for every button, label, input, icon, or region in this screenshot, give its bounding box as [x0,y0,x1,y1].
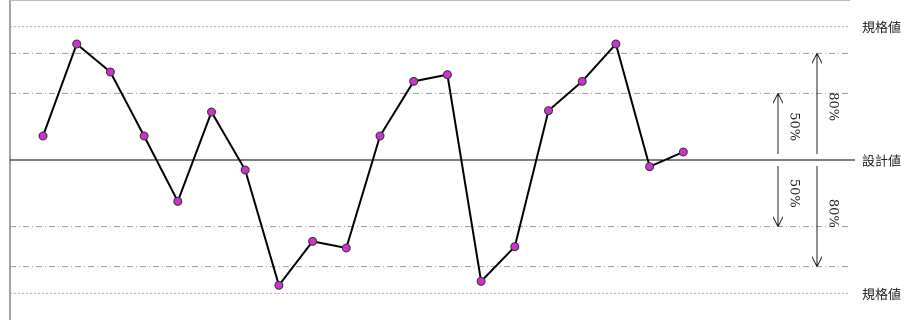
point [274,280,284,290]
range-label: 80% [826,92,841,121]
range-label: 50% [787,179,802,208]
point [476,276,486,286]
point [442,70,452,80]
point [375,131,385,141]
point [577,76,587,86]
point [544,106,553,116]
point [341,243,351,253]
point [72,39,82,49]
point [38,131,48,141]
reference-label: 規格値 [862,20,901,36]
point [611,39,621,49]
point [510,242,520,252]
point [678,147,688,157]
reference-label: 設計値 [862,154,901,170]
point [105,67,115,77]
range-label: 50% [787,112,802,141]
reference-label: 規格値 [862,287,901,303]
point [409,76,419,86]
range-label: 80% [826,199,841,228]
series-line [42,41,684,288]
point [173,196,183,206]
point [207,107,216,117]
point [308,236,318,246]
point [645,162,655,172]
point [240,165,250,175]
point [139,131,149,141]
